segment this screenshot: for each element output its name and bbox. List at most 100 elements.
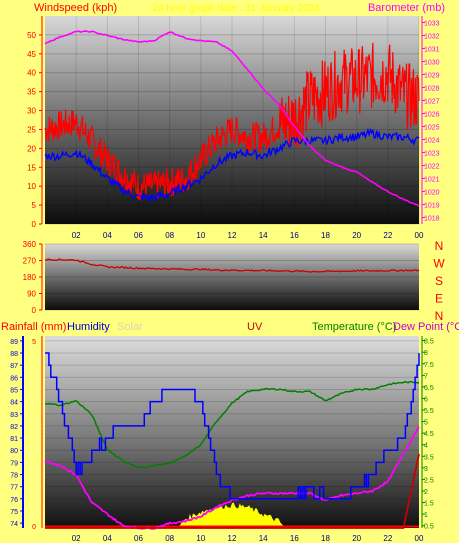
temperature-tick-label: 5 [424,420,428,427]
barometer-tick-label: 1032 [424,34,440,41]
windspeed-tick-label: 20 [27,144,36,153]
wind-pressure-grid [45,16,420,225]
time-tick-label: 22 [383,231,392,240]
humidity-tick-label: 78 [10,473,18,480]
barometer-tick-label: 1019 [424,203,440,210]
time-tick-label: 02 [72,534,81,543]
time-tick-label: 20 [352,534,361,543]
windspeed-gust-line [44,42,420,201]
temperature-tick-label: 3 [424,466,428,473]
direction-tick-label: 0 [32,306,37,315]
windspeed-tick-label: 25 [27,125,36,134]
windspeed-y-axis: 0 5 10 15 20 25 30 35 40 45 50 [27,16,43,229]
temperature-tick-label: 2 [424,489,428,496]
direction-tick-label: 90 [27,290,36,299]
time-tick-label: 00 [415,231,424,240]
wind-direction-grid [45,243,419,311]
humidity-tick-label: 74 [10,521,18,528]
temperature-tick-label: 3.5 [424,454,434,461]
rainfall-tick-label: 0 [32,524,36,531]
windspeed-tick-label: 35 [27,88,36,97]
windspeed-tick-label: 5 [32,201,37,210]
compass-label-n: N [435,239,444,253]
direction-tick-label: 360 [23,240,37,249]
barometer-tick-label: 1030 [424,60,440,67]
compass-label-s: S [435,274,443,288]
humidity-tick-label: 75 [10,509,18,516]
wind-direction-line [44,258,420,273]
windspeed-tick-label: 15 [27,163,36,172]
humidity-tick-label: 80 [10,448,18,455]
dewpoint-axis-title: Dew Point (°C) [393,321,459,333]
humidity-tick-label: 89 [10,339,18,346]
wind-direction-plot-area [45,244,419,310]
barometer-tick-label: 1025 [424,125,440,132]
temperature-tick-label: 2.5 [424,477,434,484]
humidity-tick-label: 87 [10,363,18,370]
time-tick-label: 14 [259,231,268,240]
compass-label-e: E [435,292,443,306]
barometer-tick-label: 1021 [424,177,440,184]
time-tick-label: 12 [228,231,237,240]
rainfall-axis-title: Rainfall (mm) [1,321,66,333]
windspeed-tick-label: 30 [27,107,36,116]
humidity-tick-label: 82 [10,424,18,431]
humidity-axis-title: Humidity [67,321,110,333]
time-tick-label: 14 [259,534,268,543]
barometer-tick-label: 1028 [424,86,440,93]
uv-legend: UV [247,321,263,333]
solar-area [45,502,419,528]
temperature-tick-label: 4.5 [424,431,434,438]
humidity-tick-label: 88 [10,351,18,358]
time-tick-label: 08 [165,534,174,543]
direction-tick-label: 270 [23,257,37,266]
temperature-axis-title: Temperature (°C) [312,321,396,333]
temperature-y-axis: 0.5 1 1.5 2 2.5 3 3.5 4 4.5 5 5.5 6 6.5 7 7.5 8 8.5 [421,336,434,531]
time-tick-label: 08 [165,231,174,240]
temperature-tick-label: 1 [424,512,428,519]
wind-pressure-series [44,30,420,207]
barometer-tick-label: 1024 [424,138,440,145]
humidity-tick-label: 83 [10,412,18,419]
humidity-temp-series [44,352,420,530]
wind-direction-series [44,258,420,273]
humidity-tick-label: 79 [10,460,18,467]
chart-title: 24 hour graph date : 31 January 2024 [152,3,320,14]
time-tick-label: 04 [103,534,112,543]
temperature-tick-label: 6.5 [424,385,434,392]
barometer-tick-label: 1027 [424,99,440,106]
time-tick-label: 06 [134,231,143,240]
barometer-tick-label: 1022 [424,164,440,171]
barometer-tick-label: 1018 [424,216,440,223]
windspeed-tick-label: 40 [27,69,36,78]
barometer-tick-label: 1031 [424,47,440,54]
temperature-tick-label: 0.5 [424,524,434,531]
humidity-y-axis: 74 75 76 77 78 79 80 81 82 83 84 85 86 87 88 89 [10,336,24,528]
direction-tick-label: 180 [23,273,37,282]
time-tick-label: 16 [290,231,299,240]
windspeed-tick-label: 0 [32,220,37,229]
time-tick-label: 10 [196,231,205,240]
solar-legend: Solar [117,321,143,333]
wind-direction-y-axis: 0 90 180 270 360 [23,240,43,315]
uv-line [45,453,420,529]
time-tick-label: 12 [228,534,237,543]
humidity-temp-x-axis: 02 04 06 08 10 12 14 16 18 20 22 00 [72,534,424,543]
barometer-tick-label: 1020 [424,190,440,197]
humidity-tick-label: 76 [10,497,18,504]
temperature-line [45,380,420,469]
time-tick-label: 00 [415,534,424,543]
barometer-tick-label: 1026 [424,112,440,119]
temperature-tick-label: 5.5 [424,408,434,415]
temperature-tick-label: 7 [424,373,428,380]
rainfall-tick-label: 5 [32,339,36,346]
barometer-axis-title: Barometer (mb) [368,2,445,14]
time-tick-label: 22 [383,534,392,543]
temperature-tick-label: 7.5 [424,362,434,369]
time-tick-label: 06 [134,534,143,543]
humidity-line [45,352,420,500]
humidity-tick-label: 77 [10,485,18,492]
windspeed-tick-label: 45 [27,50,36,59]
barometer-tick-label: 1029 [424,73,440,80]
